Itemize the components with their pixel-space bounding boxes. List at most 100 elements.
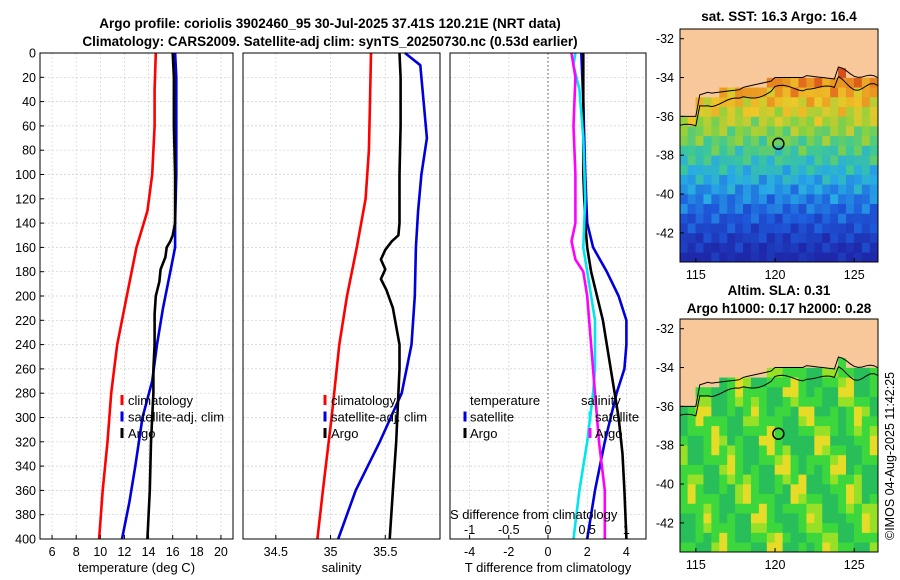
land-cell	[680, 48, 689, 59]
sst-map-panel: 115 120 125 -32 -34 -36 -38 -40 -42 sat. SST: 16.…	[656, 9, 879, 282]
ocean-cell	[735, 541, 744, 552]
ocean-cell	[766, 86, 776, 98]
ocean-cell	[711, 193, 720, 205]
ocean-cell	[846, 444, 855, 456]
map-frame	[679, 28, 879, 263]
ocean-cell	[822, 367, 831, 378]
ocean-cell	[680, 522, 689, 533]
ocean-cell	[869, 435, 878, 446]
x-tick-label: 12	[117, 545, 131, 559]
ocean-cell	[782, 106, 792, 117]
y-tick-label: -32	[656, 322, 674, 336]
series-line-s-satellite	[572, 52, 597, 540]
land-cell	[774, 347, 784, 359]
x-tick-label: 10	[93, 545, 107, 559]
land-cell	[687, 386, 697, 397]
ocean-cell	[719, 503, 728, 514]
ocean-cell	[790, 386, 800, 397]
land-cell	[680, 347, 689, 359]
ocean-cell	[711, 145, 720, 156]
ocean-cell	[735, 532, 744, 543]
ocean-cell	[766, 222, 776, 234]
x-tick-label: 4	[623, 545, 630, 559]
land-cell	[687, 67, 697, 78]
ocean-cell	[806, 376, 815, 388]
ocean-cell	[846, 251, 855, 262]
ocean-cell	[782, 541, 792, 552]
series-line-satellite-adj-clim	[336, 51, 429, 540]
ocean-cell	[695, 406, 705, 417]
land-cell	[727, 319, 736, 330]
land-cell	[758, 48, 768, 59]
x-tick-label: 115	[686, 558, 706, 572]
ocean-cell	[814, 96, 823, 107]
ocean-cell	[750, 493, 760, 504]
land-cell	[703, 328, 712, 339]
land-cell	[727, 357, 736, 368]
ocean-cell	[782, 251, 792, 262]
land-cell	[719, 357, 728, 368]
ocean-cell	[727, 174, 736, 185]
sla-map-panel: 115 120 125 -32 -34 -36 -38 -40 -42 Altim. SLA: 0…	[656, 283, 879, 572]
ocean-cell	[838, 406, 847, 417]
land-cell	[853, 67, 863, 78]
land-cell	[806, 357, 815, 368]
ocean-cell	[830, 454, 839, 465]
ocean-cell	[703, 135, 712, 146]
ocean-cell	[822, 522, 831, 533]
ocean-cell	[798, 444, 808, 456]
ocean-cell	[861, 164, 871, 175]
map-title-line2: Argo h1000: 0.17 h2000: 0.28	[687, 301, 872, 316]
ocean-cell	[822, 86, 831, 98]
ocean-cell	[853, 425, 863, 436]
ocean-cell	[687, 483, 697, 495]
land-cell	[727, 328, 736, 339]
ocean-cell	[703, 242, 712, 253]
ocean-cell	[680, 242, 689, 253]
ocean-cell	[806, 503, 815, 514]
ocean-cell	[719, 222, 728, 234]
ocean-cell	[806, 154, 815, 166]
land-cell	[703, 38, 712, 49]
land-cell	[806, 29, 815, 40]
ocean-cell	[735, 251, 744, 262]
ocean-cell	[758, 532, 768, 543]
ocean-cell	[822, 232, 831, 243]
ocean-cell	[790, 464, 800, 475]
land-cell	[687, 38, 697, 49]
land-cell	[750, 57, 760, 69]
ocean-cell	[711, 242, 720, 253]
ocean-cell	[735, 435, 744, 446]
ocean-cell	[806, 367, 815, 378]
ocean-cell	[782, 415, 792, 427]
ocean-cell	[680, 232, 689, 243]
ocean-cell	[743, 116, 752, 127]
ocean-cell	[846, 145, 855, 156]
coastline	[680, 66, 878, 117]
ocean-cell	[853, 415, 863, 427]
ocean-cell	[814, 154, 823, 166]
ocean-cell	[727, 503, 736, 514]
ocean-cell	[798, 193, 808, 205]
ocean-cell	[774, 242, 784, 253]
ocean-cell	[869, 96, 878, 107]
land-cell	[774, 29, 784, 40]
ocean-cell	[861, 251, 871, 262]
ocean-cell	[750, 541, 760, 552]
land-cell	[695, 319, 705, 330]
ocean-cell	[806, 474, 815, 485]
ocean-cell	[798, 483, 808, 495]
ocean-cell	[743, 213, 752, 224]
ocean-cell	[806, 493, 815, 504]
ocean-cell	[711, 454, 720, 465]
ocean-cell	[743, 493, 752, 504]
land-cell	[790, 67, 800, 78]
ocean-cell	[869, 86, 878, 98]
ocean-cell	[806, 541, 815, 552]
ocean-cell	[822, 164, 831, 175]
land-cell	[695, 367, 705, 378]
ocean-cell	[814, 406, 823, 417]
ocean-cell	[869, 106, 878, 117]
ocean-cell	[838, 116, 847, 127]
ocean-cell	[711, 474, 720, 485]
